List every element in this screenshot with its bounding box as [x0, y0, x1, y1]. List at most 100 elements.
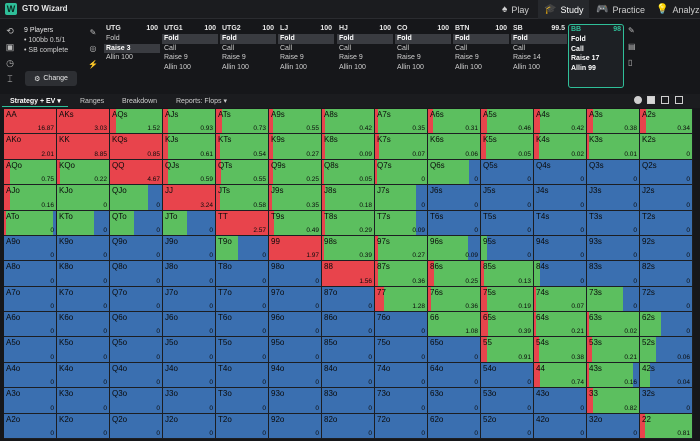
seat-action-option[interactable]: Raise 9: [339, 54, 363, 61]
hand-cell[interactable]: T4o 0: [216, 362, 269, 389]
hand-cell[interactable]: J3o 0: [163, 388, 216, 414]
hand-cell[interactable]: KK 8.85: [57, 134, 110, 160]
seat-action-option[interactable]: Allin 100: [339, 63, 366, 71]
hand-cell[interactable]: JJ 3.24: [163, 185, 216, 211]
seat-action-option[interactable]: Raise 3: [104, 43, 160, 53]
seat-action-option[interactable]: Fold: [162, 34, 218, 44]
hand-cell[interactable]: Q3o 0: [110, 388, 163, 414]
seat-lj[interactable]: LJ 100 Fold Call Raise 9 Allin 100: [278, 24, 334, 88]
hand-cell[interactable]: JTs 0.58: [216, 185, 269, 211]
hand-cell[interactable]: 75s 0.19: [481, 286, 534, 313]
view-split-icon[interactable]: [661, 96, 669, 104]
seat-action-option[interactable]: Call: [571, 45, 584, 53]
hand-cell[interactable]: 74o 0: [375, 362, 428, 389]
hand-cell[interactable]: 66 1.08: [428, 312, 481, 338]
hand-cell[interactable]: 95o 0: [269, 337, 322, 363]
hand-cell[interactable]: KQs 0.85: [110, 134, 163, 160]
seat-co[interactable]: CO 100 Fold Call Raise 9 Allin 100: [395, 24, 451, 88]
hand-cell[interactable]: QJo 0: [110, 185, 163, 211]
hand-cell[interactable]: Q8s 0.05: [322, 159, 375, 186]
hand-cell[interactable]: Q4s 0: [534, 159, 587, 186]
hand-cell[interactable]: 87o 0: [322, 286, 375, 313]
hand-cell[interactable]: 96o 0: [269, 312, 322, 338]
tab-reports-flops[interactable]: Reports: Flops ▾: [176, 98, 227, 105]
hand-cell[interactable]: QTo 0: [110, 210, 163, 236]
seat-action-option[interactable]: Call: [222, 44, 235, 52]
hand-cell[interactable]: 92s 0: [640, 235, 693, 262]
hand-cell[interactable]: J9s 0.35: [269, 185, 322, 211]
hand-cell[interactable]: 73s 0: [587, 286, 640, 313]
hand-cell[interactable]: J7s 0: [375, 185, 428, 211]
hand-cell[interactable]: 42o 0: [534, 413, 587, 439]
hand-cell[interactable]: K6o 0: [57, 312, 110, 338]
hand-cell[interactable]: 86o 0: [322, 312, 375, 338]
hand-cell[interactable]: 54s 0.38: [534, 337, 587, 363]
hand-cell[interactable]: 53s 0.21: [587, 337, 640, 363]
hand-cell[interactable]: A4o 0: [4, 362, 57, 389]
hand-cell[interactable]: AA 16.87: [4, 109, 57, 135]
hand-cell[interactable]: 96s 0.09: [428, 235, 481, 262]
hand-cell[interactable]: K9s 0.27: [269, 134, 322, 160]
seat-action-option[interactable]: Call: [164, 44, 177, 52]
change-button[interactable]: ⚙ Change: [25, 71, 77, 86]
seat-action-option[interactable]: Allin 100: [455, 63, 482, 71]
hand-cell[interactable]: 64s 0.21: [534, 312, 587, 338]
hand-cell[interactable]: 76s 0.36: [428, 286, 481, 313]
hand-cell[interactable]: K4s 0.02: [534, 134, 587, 160]
hand-cell[interactable]: 93o 0: [269, 388, 322, 414]
hand-cell[interactable]: K7s 0.07: [375, 134, 428, 160]
seat-action-option[interactable]: Allin 100: [397, 63, 424, 71]
hand-cell[interactable]: 87s 0.36: [375, 261, 428, 287]
seat-action-option[interactable]: Fold: [511, 34, 567, 44]
seat-action-option[interactable]: Allin 100: [222, 63, 249, 71]
hand-cell[interactable]: 76o 0: [375, 312, 428, 338]
hand-cell[interactable]: 82s 0: [640, 261, 693, 287]
hand-cell[interactable]: Q7o 0: [110, 286, 163, 313]
seat-action-option[interactable]: Raise 9: [164, 54, 188, 61]
hand-cell[interactable]: J2s 0: [640, 185, 693, 211]
hand-cell[interactable]: 33 0.82: [587, 388, 640, 414]
history-icon[interactable]: ◷: [6, 58, 14, 68]
hand-cell[interactable]: Q4o 0: [110, 362, 163, 389]
hand-cell[interactable]: 97o 0: [269, 286, 322, 313]
hand-cell[interactable]: JTo 0: [163, 210, 216, 236]
view-grid-icon[interactable]: [647, 96, 655, 104]
nav-analyze[interactable]: 💡Analyze: [656, 4, 700, 15]
hand-cell[interactable]: K2s 0: [640, 134, 693, 160]
seat-action-option[interactable]: Fold: [453, 34, 509, 44]
hand-cell[interactable]: Q9s 0.25: [269, 159, 322, 186]
seat-btn[interactable]: BTN 100 Fold Call Raise 9 Allin 100: [453, 24, 509, 88]
hand-cell[interactable]: J4o 0: [163, 362, 216, 389]
hand-cell[interactable]: J4s 0: [534, 185, 587, 211]
hand-cell[interactable]: K3o 0: [57, 388, 110, 414]
hand-cell[interactable]: KTo 0: [57, 210, 110, 236]
hand-cell[interactable]: 98s 0.39: [322, 235, 375, 262]
hand-cell[interactable]: QTs 0.55: [216, 159, 269, 186]
hand-cell[interactable]: 72o 0: [375, 413, 428, 439]
seat-action-option[interactable]: Fold: [106, 35, 120, 42]
hand-cell[interactable]: 32o 0: [587, 413, 640, 439]
seat-utg1[interactable]: UTG1 100 Fold Call Raise 9 Allin 100: [162, 24, 218, 88]
hand-cell[interactable]: J5o 0: [163, 337, 216, 363]
tab-ranges[interactable]: Ranges: [80, 98, 105, 105]
seat-utg2[interactable]: UTG2 100 Fold Call Raise 9 Allin 100: [220, 24, 276, 88]
hand-cell[interactable]: T8o 0: [216, 261, 269, 287]
hand-cell[interactable]: K6s 0.06: [428, 134, 481, 160]
hand-cell[interactable]: J6s 0: [428, 185, 481, 211]
hand-cell[interactable]: T8s 0.29: [322, 210, 375, 236]
seat-action-option[interactable]: Allin 99: [571, 64, 596, 72]
tab-breakdown[interactable]: Breakdown: [122, 98, 158, 105]
hand-cell[interactable]: Q9o 0: [110, 235, 163, 262]
hand-cell[interactable]: A6o 0: [4, 312, 57, 338]
hand-cell[interactable]: 94s 0: [534, 235, 587, 262]
hand-cell[interactable]: A7s 0.35: [375, 109, 428, 135]
seat-action-option[interactable]: Fold: [395, 34, 451, 44]
color-mode-icon[interactable]: [634, 96, 642, 104]
seat-action-option[interactable]: Raise 9: [397, 54, 421, 61]
hand-cell[interactable]: 52o 0: [481, 413, 534, 439]
hand-cell[interactable]: T5o 0: [216, 337, 269, 363]
hand-cell[interactable]: A2s 0.34: [640, 109, 693, 135]
seat-action-option[interactable]: Allin 100: [280, 63, 307, 71]
hand-cell[interactable]: 53o 0: [481, 388, 534, 414]
hand-cell[interactable]: 75o 0: [375, 337, 428, 363]
